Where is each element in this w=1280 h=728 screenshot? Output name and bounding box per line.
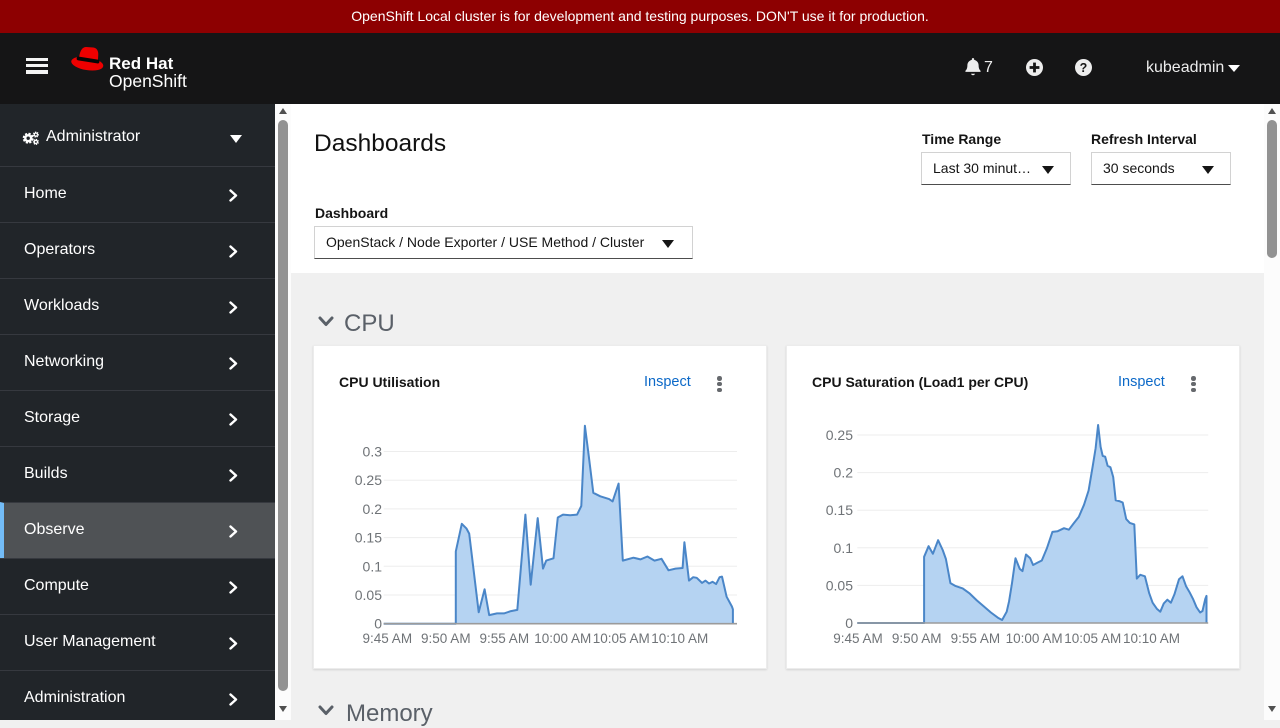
svg-text:10:05 AM: 10:05 AM [593,631,650,646]
svg-text:0.3: 0.3 [363,444,383,460]
svg-text:9:55 AM: 9:55 AM [951,631,1001,646]
svg-text:?: ? [1079,61,1087,75]
svg-text:9:55 AM: 9:55 AM [480,631,530,646]
svg-text:0.25: 0.25 [355,472,382,488]
svg-text:0.15: 0.15 [355,530,382,546]
svg-text:0: 0 [374,616,382,632]
svg-text:9:50 AM: 9:50 AM [421,631,471,646]
svg-text:10:10 AM: 10:10 AM [1123,631,1180,646]
svg-text:0.05: 0.05 [826,577,853,593]
svg-text:9:50 AM: 9:50 AM [892,631,942,646]
svg-text:10:10 AM: 10:10 AM [651,631,708,646]
svg-text:0.25: 0.25 [826,427,853,443]
svg-text:0.05: 0.05 [355,587,382,603]
svg-text:10:05 AM: 10:05 AM [1064,631,1121,646]
svg-text:9:45 AM: 9:45 AM [833,631,883,646]
svg-text:0.2: 0.2 [363,501,383,517]
svg-text:0.2: 0.2 [834,465,854,481]
svg-text:10:00 AM: 10:00 AM [534,631,591,646]
svg-text:0: 0 [845,615,853,631]
svg-text:0.1: 0.1 [363,558,383,574]
svg-text:10:00 AM: 10:00 AM [1006,631,1063,646]
svg-text:0.15: 0.15 [826,502,853,518]
svg-text:0.1: 0.1 [834,540,854,556]
svg-text:9:45 AM: 9:45 AM [363,631,413,646]
